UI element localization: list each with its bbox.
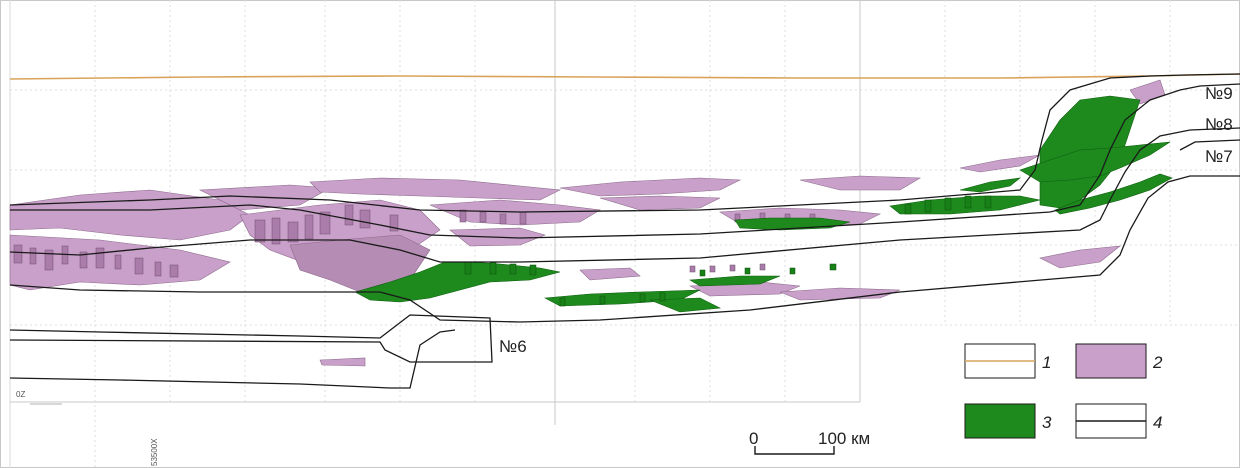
scale-bar: 0 100 км <box>749 429 870 455</box>
x-coord-label: 53500X <box>150 438 159 466</box>
legend-num-2: 2 <box>1152 353 1163 372</box>
z-mark-label: 0Z <box>16 390 25 399</box>
legend-item-3: 3 <box>964 403 1052 439</box>
legend-num-4: 4 <box>1153 413 1162 432</box>
legend-num-3: 3 <box>1042 413 1052 432</box>
legend-item-2: 2 <box>1075 343 1163 379</box>
zone-label-7: №7 <box>1205 147 1233 166</box>
legend: 1 2 3 4 <box>964 343 1163 439</box>
scale-end-label: 100 км <box>818 429 870 448</box>
scale-start-label: 0 <box>749 429 758 448</box>
green-blocks <box>464 195 992 307</box>
zone-label-6: №6 <box>499 337 527 356</box>
legend-item-1: 1 <box>964 343 1051 379</box>
terrain-line <box>9 73 1240 80</box>
legend-item-4: 4 <box>1075 403 1162 439</box>
legend-num-1: 1 <box>1042 353 1051 372</box>
contour-lines <box>9 73 1240 389</box>
zone-label-8: №8 <box>1205 115 1233 134</box>
pink-bodies <box>9 79 1166 367</box>
zone-label-9: №9 <box>1205 84 1233 103</box>
